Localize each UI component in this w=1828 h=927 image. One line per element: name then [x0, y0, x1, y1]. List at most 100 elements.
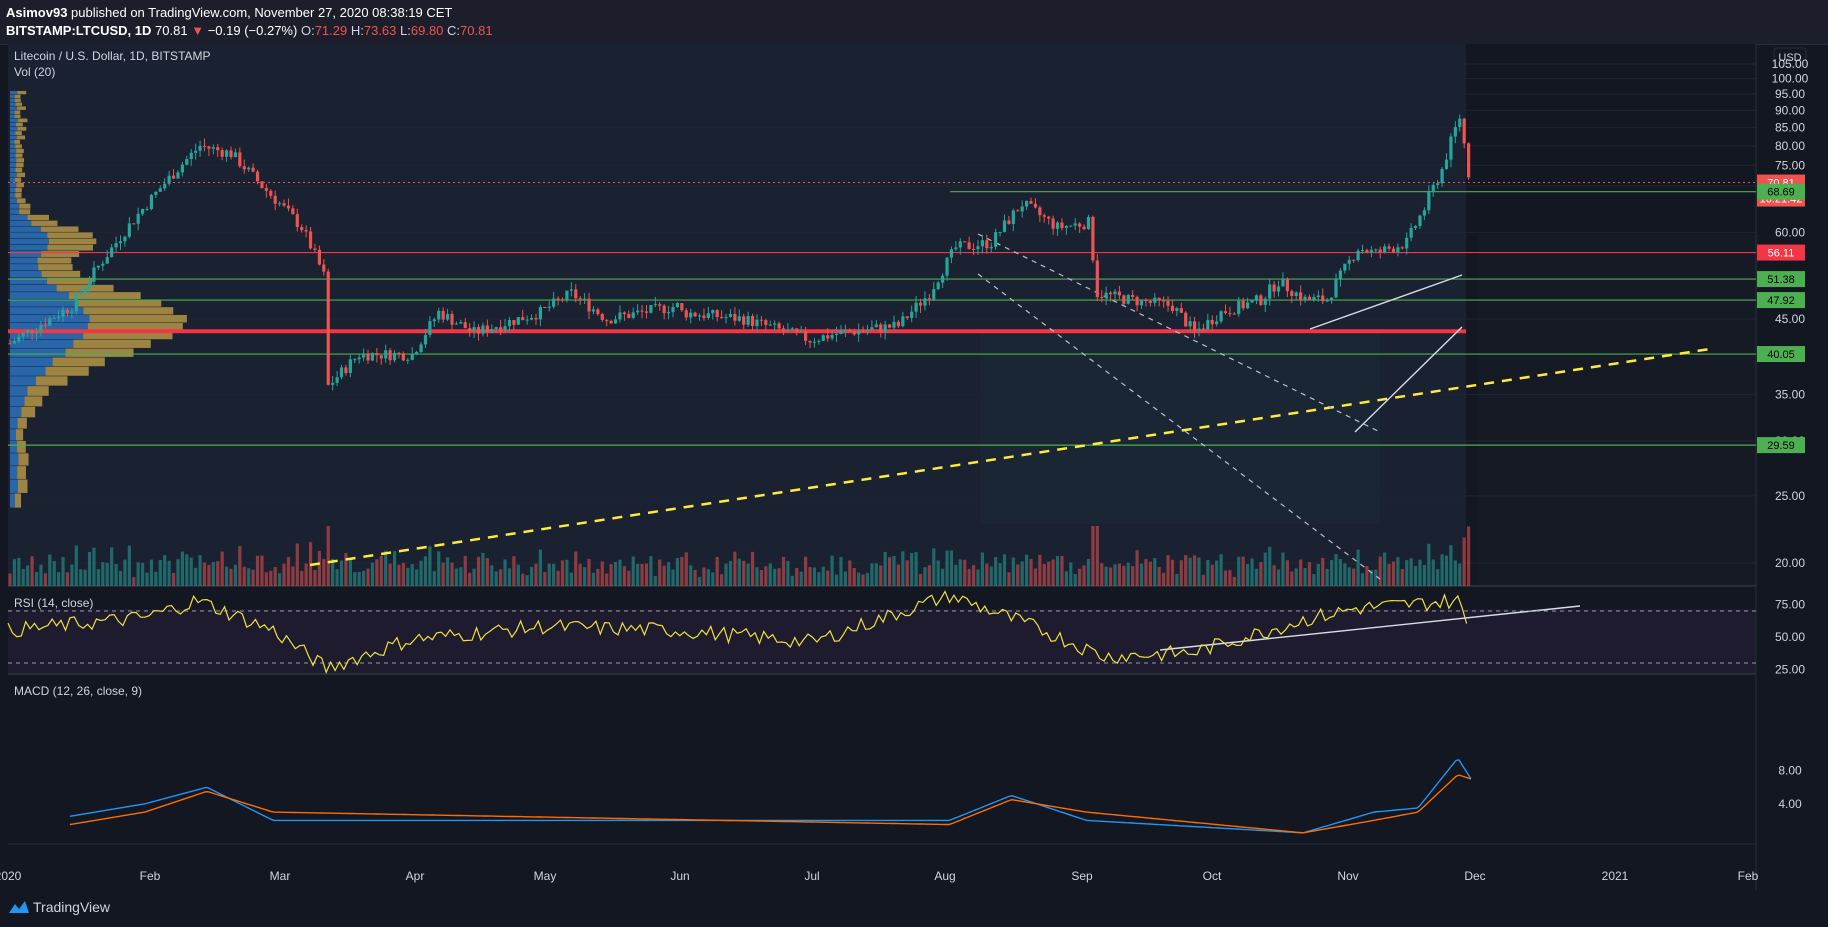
- candle-body: [1144, 299, 1148, 302]
- candle-body: [118, 241, 123, 244]
- price-badge: [1757, 183, 1805, 200]
- volume-bar: [1175, 573, 1179, 586]
- chart-area[interactable]: RSI (14, close) MACD (12, 26, close, 9) …: [0, 44, 1828, 890]
- volume-bar: [8, 573, 12, 586]
- volume-bar: [583, 567, 587, 586]
- price-tick-label: 80.00: [1775, 139, 1805, 153]
- volume-bar: [1321, 557, 1325, 586]
- candle-body: [1051, 218, 1055, 229]
- currency-label[interactable]: USD: [1778, 52, 1801, 64]
- candle-body: [30, 330, 34, 334]
- macd-line[interactable]: [69, 759, 1472, 834]
- volume-bar: [1290, 571, 1294, 586]
- author-name[interactable]: Asimov93: [6, 5, 68, 20]
- channel-upper-dashed[interactable]: [977, 233, 1381, 433]
- volume-bar: [317, 550, 321, 586]
- rsi-pane[interactable]: RSI (14, close): [7, 590, 1756, 675]
- volume-bar: [83, 569, 87, 586]
- candle-body: [357, 357, 361, 360]
- volume-profile-bar: [10, 131, 16, 135]
- candle-body: [706, 313, 710, 319]
- volume-profile-bar: [10, 406, 22, 418]
- candle-body: [26, 330, 30, 334]
- wedge-upper-line[interactable]: [1309, 274, 1463, 330]
- volume-bar: [123, 559, 127, 586]
- price-axis[interactable]: 105.00100.0095.0090.0085.0080.0075.0070.…: [1772, 57, 1809, 570]
- tradingview-brand[interactable]: TradingView: [33, 899, 111, 915]
- candle-body: [437, 310, 441, 320]
- macd-signal-line[interactable]: [69, 774, 1472, 834]
- candle-body: [339, 367, 344, 378]
- time-axis[interactable]: 2020 Feb Mar Apr May Jun Jul Aug Sep Oct Nov Dec 202…: [0, 869, 1759, 883]
- candle-body: [737, 316, 741, 321]
- volume-bar: [1179, 560, 1183, 586]
- candle-body: [596, 309, 600, 315]
- macd-pane[interactable]: MACD (12, 26, close, 9): [14, 684, 1472, 834]
- rsi-trendline[interactable]: [1159, 605, 1581, 651]
- candle-body: [755, 319, 759, 327]
- volume-profile-bar: [10, 182, 17, 188]
- candle-body: [768, 324, 772, 326]
- yellow-trendline-dashed[interactable]: [309, 347, 1711, 567]
- rsi-line[interactable]: [7, 590, 1468, 675]
- horizontal-levels[interactable]: [8, 191, 1756, 446]
- currency-button[interactable]: [1773, 47, 1807, 67]
- price-tick-label: 60.00: [1775, 225, 1805, 239]
- candle-body: [273, 195, 277, 204]
- volume-bar: [985, 563, 989, 586]
- candle-body: [600, 314, 604, 320]
- volume-bar: [777, 568, 781, 586]
- candle-body: [1462, 118, 1466, 144]
- candle-body: [516, 317, 520, 325]
- volume-bar: [1281, 552, 1285, 586]
- candle-body: [1122, 295, 1126, 304]
- channel-lower-dashed[interactable]: [977, 273, 1381, 580]
- channel-zone: [980, 334, 1380, 524]
- candlestick-series[interactable]: [8, 114, 1471, 391]
- volume-bar: [1299, 559, 1303, 586]
- candle-body: [1449, 136, 1453, 160]
- candle-body: [1042, 215, 1046, 217]
- candle-body: [746, 315, 750, 325]
- rsi-tick-label: 75.00: [1775, 598, 1805, 612]
- candle-body: [1175, 308, 1179, 311]
- candle-body: [255, 171, 260, 182]
- candle-body: [861, 330, 865, 332]
- volume-bar: [118, 570, 123, 586]
- volume-profile-bar: [10, 257, 38, 264]
- volume-bar: [1436, 569, 1440, 586]
- volume-bar: [941, 568, 945, 586]
- candle-body: [821, 335, 825, 341]
- macd-axis[interactable]: 8.00 4.00: [1778, 764, 1802, 811]
- down-triangle-icon: ▼: [191, 23, 205, 38]
- volume-profile-bar: [15, 122, 23, 127]
- candle-body: [848, 329, 852, 332]
- candle-body: [689, 312, 693, 318]
- candle-body: [1440, 168, 1444, 184]
- drawing-trendlines[interactable]: [309, 233, 1711, 651]
- volume-bar: [817, 572, 821, 586]
- candle-body: [149, 194, 154, 210]
- rsi-pane-background: [8, 609, 1756, 674]
- candle-body: [521, 317, 525, 321]
- rsi-axis[interactable]: 75.00 50.00 25.00: [1775, 598, 1805, 677]
- candle-body: [362, 353, 366, 358]
- chart-header: Asimov93 published on TradingView.com, N…: [0, 0, 1828, 45]
- candle-body: [167, 175, 171, 184]
- volume-profile-bar: [10, 203, 20, 209]
- candle-body: [1343, 263, 1347, 271]
- volume-profile-bar: [19, 203, 31, 209]
- tradingview-logo-icon[interactable]: [8, 899, 30, 915]
- candle-body: [145, 209, 149, 211]
- wedge-lower-line[interactable]: [1354, 326, 1463, 433]
- volume-profile-bar: [17, 90, 27, 95]
- volume-profile-bar: [27, 386, 49, 396]
- candle-body: [945, 257, 949, 276]
- candle-body: [260, 181, 264, 189]
- volume-bar: [954, 564, 958, 586]
- price-tick-label: 95.00: [1775, 87, 1805, 101]
- volume-bar: [666, 562, 671, 586]
- price-change: −0.19 (−0.27%): [207, 23, 298, 38]
- volume-bar: [1294, 568, 1298, 586]
- volume-bar: [883, 551, 887, 586]
